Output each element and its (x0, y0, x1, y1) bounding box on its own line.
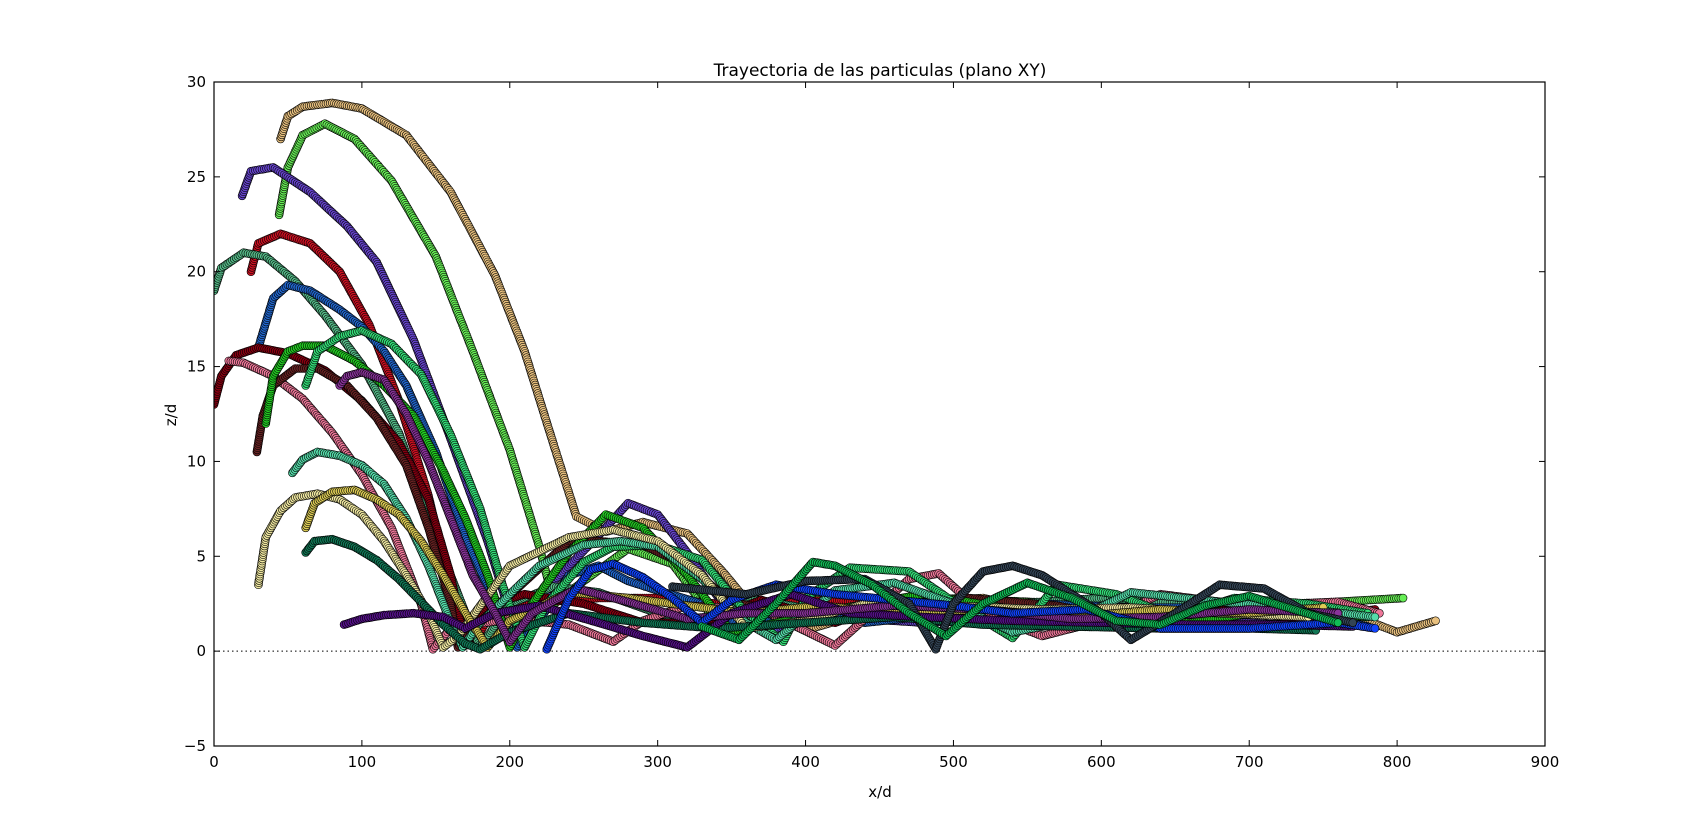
y-axis-label: z/d (162, 404, 180, 426)
chart-title: Trayectoria de las particulas (plano XY) (713, 61, 1047, 81)
data-point (1432, 617, 1440, 625)
data-point (1399, 594, 1407, 602)
x-axis-label: x/d (868, 783, 891, 801)
